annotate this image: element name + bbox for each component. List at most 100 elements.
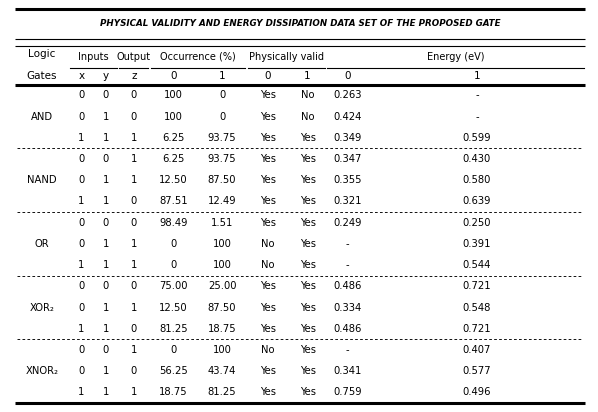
Text: 0: 0 <box>130 112 137 122</box>
Text: AND: AND <box>31 112 53 122</box>
Text: Yes: Yes <box>300 154 316 164</box>
Text: Yes: Yes <box>260 281 276 291</box>
Text: 56.25: 56.25 <box>159 366 188 376</box>
Text: Yes: Yes <box>300 366 316 376</box>
Text: 87.50: 87.50 <box>208 302 236 313</box>
Text: Yes: Yes <box>260 387 276 397</box>
Text: 0.496: 0.496 <box>463 387 491 397</box>
Text: Yes: Yes <box>300 260 316 270</box>
Text: 1: 1 <box>130 302 137 313</box>
Text: No: No <box>301 91 315 101</box>
Text: Occurrence (%): Occurrence (%) <box>160 52 236 62</box>
Text: Yes: Yes <box>300 175 316 185</box>
Text: 1: 1 <box>219 71 225 81</box>
Text: 0.250: 0.250 <box>463 218 491 228</box>
Text: 0: 0 <box>78 302 84 313</box>
Text: 0.321: 0.321 <box>333 197 362 206</box>
Text: 1: 1 <box>103 197 109 206</box>
Text: y: y <box>103 71 109 81</box>
Text: 1: 1 <box>78 387 84 397</box>
Text: 100: 100 <box>213 345 231 355</box>
Text: 0.721: 0.721 <box>462 324 491 334</box>
Text: 1: 1 <box>78 324 84 334</box>
Text: No: No <box>301 112 315 122</box>
Text: 0: 0 <box>103 218 109 228</box>
Text: NAND: NAND <box>27 175 57 185</box>
Text: 0.347: 0.347 <box>333 154 362 164</box>
Text: 0: 0 <box>219 112 225 122</box>
Text: 12.49: 12.49 <box>208 197 236 206</box>
Text: -: - <box>475 112 478 122</box>
Text: 87.51: 87.51 <box>159 197 188 206</box>
Text: 18.75: 18.75 <box>208 324 236 334</box>
Text: Output: Output <box>117 52 151 62</box>
Text: 1: 1 <box>130 154 137 164</box>
Text: Yes: Yes <box>260 302 276 313</box>
Text: 0: 0 <box>78 218 84 228</box>
Text: 81.25: 81.25 <box>159 324 188 334</box>
Text: Gates: Gates <box>27 71 57 81</box>
Text: 0.424: 0.424 <box>333 112 362 122</box>
Text: Yes: Yes <box>300 281 316 291</box>
Text: Yes: Yes <box>260 197 276 206</box>
Text: 0.249: 0.249 <box>333 218 362 228</box>
Text: 12.50: 12.50 <box>159 175 188 185</box>
Text: 0: 0 <box>103 91 109 101</box>
Text: 0.599: 0.599 <box>462 133 491 143</box>
Text: x: x <box>78 71 84 81</box>
Text: 81.25: 81.25 <box>208 387 236 397</box>
Text: 1: 1 <box>103 387 109 397</box>
Text: XNOR₂: XNOR₂ <box>26 366 59 376</box>
Text: 0: 0 <box>170 260 177 270</box>
Text: 0.349: 0.349 <box>333 133 362 143</box>
Text: Inputs: Inputs <box>78 52 109 62</box>
Text: 0.355: 0.355 <box>333 175 362 185</box>
Text: 100: 100 <box>213 260 231 270</box>
Text: z: z <box>131 71 136 81</box>
Text: 0: 0 <box>130 218 137 228</box>
Text: 0: 0 <box>78 154 84 164</box>
Text: Yes: Yes <box>260 366 276 376</box>
Text: 0.430: 0.430 <box>463 154 491 164</box>
Text: 1: 1 <box>304 71 311 81</box>
Text: 1: 1 <box>130 345 137 355</box>
Text: 0: 0 <box>103 281 109 291</box>
Text: -: - <box>346 239 349 249</box>
Text: 0: 0 <box>130 366 137 376</box>
Text: 100: 100 <box>164 112 183 122</box>
Text: 87.50: 87.50 <box>208 175 236 185</box>
Text: 1: 1 <box>103 239 109 249</box>
Text: Logic: Logic <box>28 49 56 59</box>
Text: Yes: Yes <box>300 324 316 334</box>
Text: 1: 1 <box>103 324 109 334</box>
Text: 1: 1 <box>130 387 137 397</box>
Text: 98.49: 98.49 <box>160 218 188 228</box>
Text: 93.75: 93.75 <box>208 133 236 143</box>
Text: 0: 0 <box>170 71 177 81</box>
Text: 1: 1 <box>78 260 84 270</box>
Text: PHYSICAL VALIDITY AND ENERGY DISSIPATION DATA SET OF THE PROPOSED GATE: PHYSICAL VALIDITY AND ENERGY DISSIPATION… <box>100 19 500 28</box>
Text: 1: 1 <box>103 302 109 313</box>
Text: Yes: Yes <box>300 133 316 143</box>
Text: 0: 0 <box>170 239 177 249</box>
Text: 1: 1 <box>130 133 137 143</box>
Text: Yes: Yes <box>260 112 276 122</box>
Text: Yes: Yes <box>300 239 316 249</box>
Text: 6.25: 6.25 <box>163 133 185 143</box>
Text: 43.74: 43.74 <box>208 366 236 376</box>
Text: 1: 1 <box>130 175 137 185</box>
Text: Yes: Yes <box>260 154 276 164</box>
Text: 0: 0 <box>78 281 84 291</box>
Text: 0: 0 <box>78 91 84 101</box>
Text: Yes: Yes <box>300 345 316 355</box>
Text: -: - <box>346 260 349 270</box>
Text: 0: 0 <box>130 197 137 206</box>
Text: 0: 0 <box>78 345 84 355</box>
Text: Yes: Yes <box>260 91 276 101</box>
Text: 1: 1 <box>103 133 109 143</box>
Text: Yes: Yes <box>260 218 276 228</box>
Text: Yes: Yes <box>300 302 316 313</box>
Text: Yes: Yes <box>300 387 316 397</box>
Text: 0: 0 <box>78 112 84 122</box>
Text: OR: OR <box>35 239 49 249</box>
